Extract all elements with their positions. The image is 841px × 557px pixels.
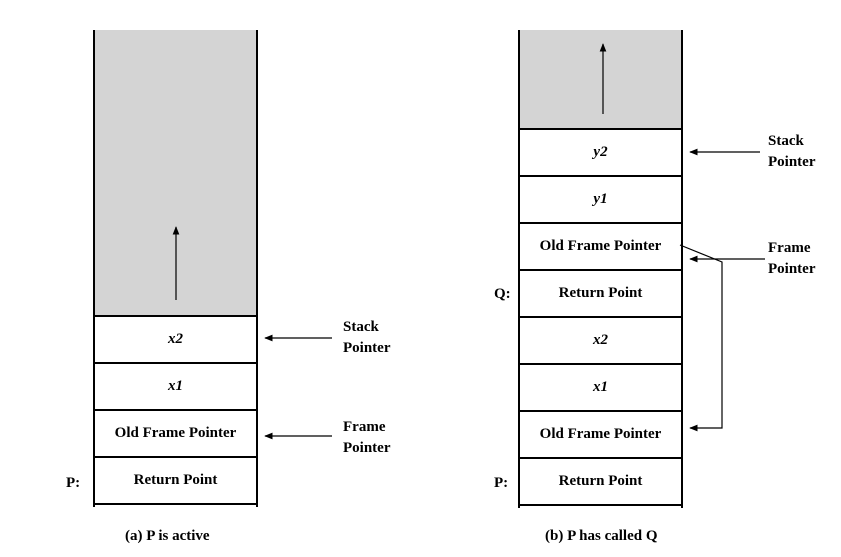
stack-a-marker-p: P: [66, 475, 81, 491]
stack-a-cell-x2: x2 [95, 315, 256, 362]
stack-a-cell-x1: x1 [95, 362, 256, 409]
stack-b-marker-q: Q: [494, 286, 511, 302]
stack-b-old-frame-pointer-link [679, 244, 723, 432]
stack-b-stack-pointer-label: Stack Pointer [768, 133, 816, 170]
stack-b-cell-y2: y2 [520, 128, 681, 175]
stack-b-cell-x1: x1 [520, 363, 681, 410]
stack-a-cell-return-point: Return Point [95, 456, 256, 505]
stack-b-marker-p: P: [494, 475, 509, 491]
stack-a: x2 x1 Old Frame Pointer Return Point [93, 315, 258, 507]
stack-b: y2 y1 Old Frame Pointer Return Point x2 … [518, 128, 683, 508]
stack-b-frame-pointer-label: Frame Pointer [768, 240, 816, 277]
stack-a-cell-old-frame-pointer: Old Frame Pointer [95, 409, 256, 456]
stack-b-cell-old-frame-pointer-q: Old Frame Pointer [520, 222, 681, 269]
stack-b-cell-return-point-p: Return Point [520, 457, 681, 506]
caption-a: (a) P is active [125, 528, 210, 544]
caption-b: (b) P has called Q [545, 528, 658, 544]
stack-b-cell-return-point-q: Return Point [520, 269, 681, 316]
stack-a-frame-pointer-label: Frame Pointer [343, 419, 391, 456]
stack-b-cell-old-frame-pointer-p: Old Frame Pointer [520, 410, 681, 457]
stack-a-stack-pointer-label: Stack Pointer [343, 319, 391, 356]
stack-b-cell-y1: y1 [520, 175, 681, 222]
stack-b-cell-x2: x2 [520, 316, 681, 363]
